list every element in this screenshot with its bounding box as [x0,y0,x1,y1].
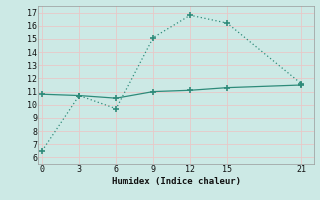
X-axis label: Humidex (Indice chaleur): Humidex (Indice chaleur) [111,177,241,186]
